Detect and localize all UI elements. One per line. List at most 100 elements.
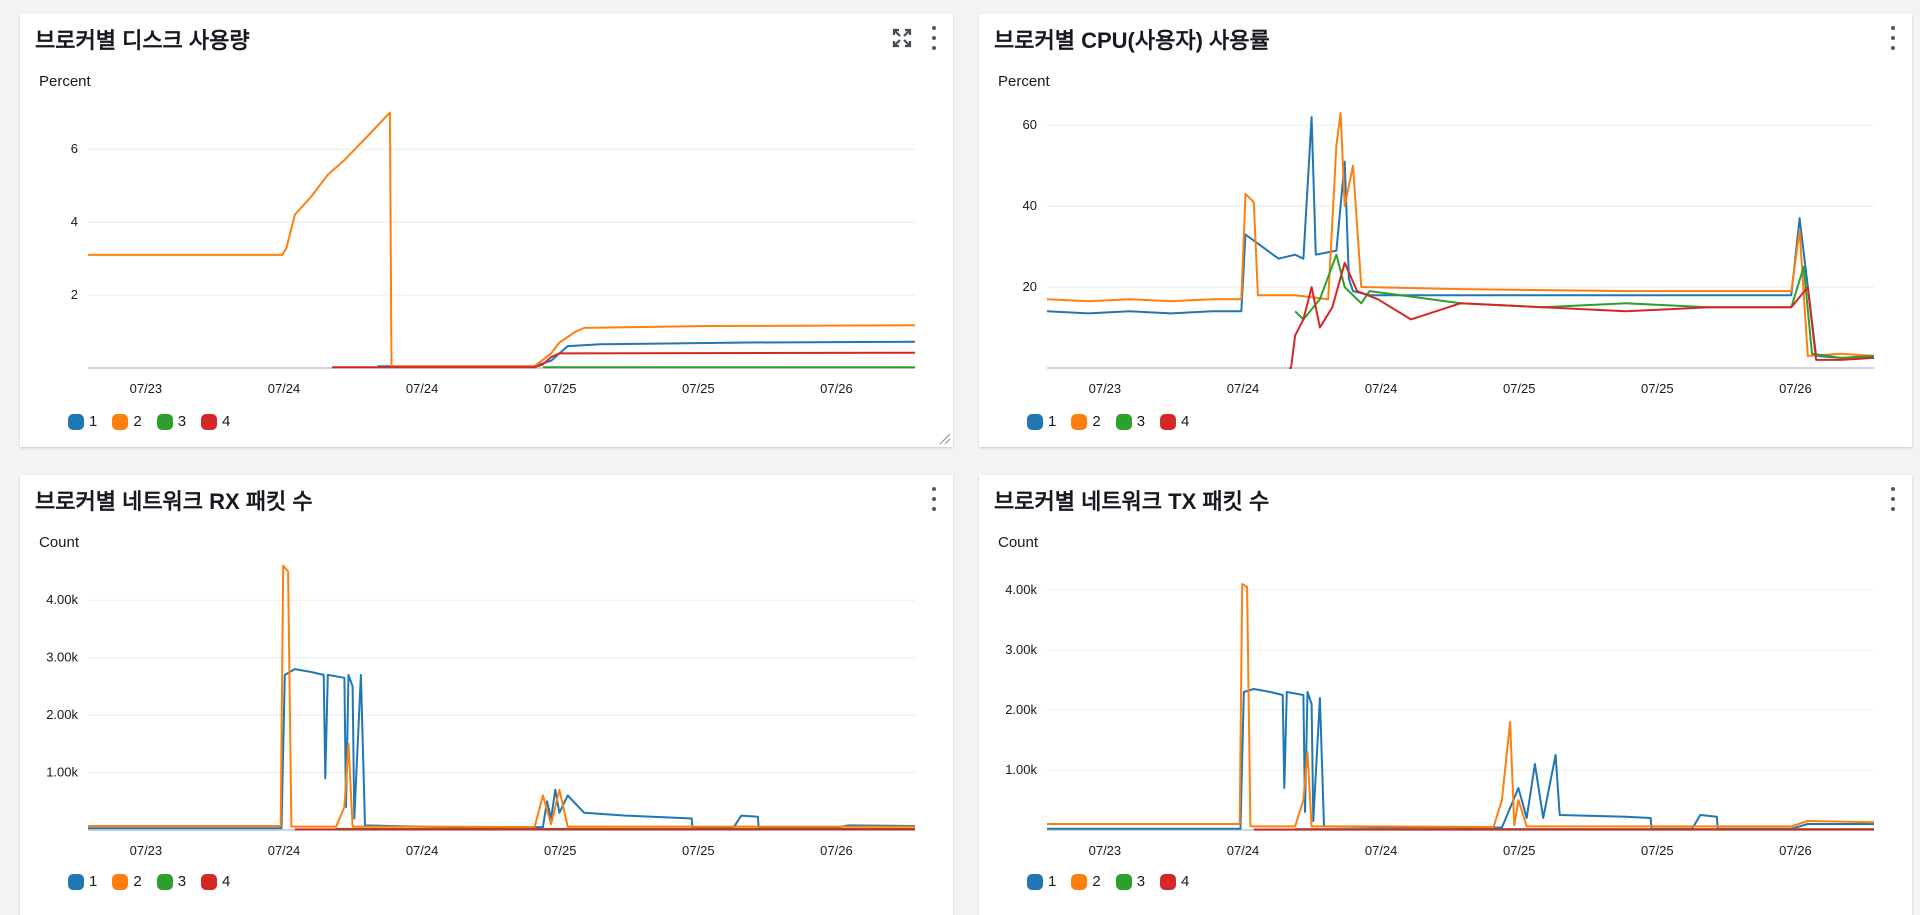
- x-tick-label: 07/23: [1089, 381, 1122, 396]
- y-tick-label: 2: [71, 287, 78, 302]
- legend-item-3[interactable]: 3: [156, 413, 186, 430]
- x-tick-label: 07/24: [1365, 381, 1398, 396]
- x-tick-label: 07/26: [1779, 381, 1812, 396]
- x-tick-label: 07/24: [1227, 843, 1260, 858]
- series-line-1: [1047, 688, 1874, 830]
- legend-swatch: [201, 413, 218, 430]
- legend-item-3[interactable]: 3: [1115, 413, 1145, 430]
- y-axis-label: Count: [39, 534, 80, 551]
- y-axis-label: Percent: [998, 73, 1050, 90]
- x-tick-label: 07/26: [820, 381, 853, 396]
- more-options-icon[interactable]: [1886, 26, 1900, 50]
- x-tick-label: 07/24: [406, 381, 439, 396]
- x-tick-label: 07/24: [268, 843, 301, 858]
- legend-item-2[interactable]: 2: [1071, 873, 1101, 890]
- x-tick-label: 07/24: [268, 381, 301, 396]
- x-tick-label: 07/25: [682, 381, 715, 396]
- line-chart-cpu-usage: 20 40 60 07/23 07/24 07/24 07/25 07/25 07/26: [1023, 112, 1875, 396]
- x-tick-label: 07/25: [1503, 381, 1536, 396]
- legend-item-4[interactable]: 4: [201, 873, 230, 890]
- legend-item-3[interactable]: 3: [1115, 873, 1145, 890]
- legend-swatch: [1160, 413, 1177, 430]
- x-tick-label: 07/25: [1503, 843, 1536, 858]
- legend-swatch: [1071, 873, 1088, 890]
- panel-cpu-usage: 브로커별 CPU(사용자) 사용률 Percent 20 40 60 07/23 07/…: [979, 14, 1912, 447]
- legend-item-3[interactable]: 3: [156, 873, 186, 890]
- y-tick-label: 4.00k: [1005, 582, 1037, 597]
- panel-title: 브로커별 네트워크 RX 패킷 수: [35, 489, 313, 514]
- y-tick-label: 6: [71, 141, 78, 156]
- legend-item-1[interactable]: 1: [68, 873, 97, 890]
- legend-item-1[interactable]: 1: [1027, 873, 1056, 890]
- legend-item-2[interactable]: 2: [112, 413, 142, 430]
- y-tick-label: 2.00k: [46, 707, 78, 722]
- y-tick-label: 40: [1023, 198, 1037, 213]
- panel-disk-usage: 브로커별 디스크 사용량 Percent 2 4 6 07/23 07/24 07/24 0…: [20, 14, 953, 447]
- series-line-1: [88, 668, 916, 830]
- legend-swatch: [68, 873, 84, 890]
- x-tick-label: 07/25: [682, 843, 715, 858]
- legend-item-2[interactable]: 2: [1071, 413, 1101, 430]
- legend-swatch: [156, 413, 173, 430]
- x-tick-label: 07/24: [406, 843, 439, 858]
- panel-title: 브로커별 CPU(사용자) 사용률: [994, 28, 1270, 53]
- x-tick-label: 07/25: [544, 843, 577, 858]
- x-tick-label: 07/25: [544, 381, 577, 396]
- more-options-icon[interactable]: [927, 26, 941, 50]
- legend-item-1[interactable]: 1: [68, 413, 97, 430]
- y-tick-label: 2.00k: [1005, 702, 1037, 717]
- legend-swatch: [156, 873, 173, 890]
- y-tick-label: 3.00k: [46, 650, 78, 665]
- more-options-icon[interactable]: [927, 487, 941, 511]
- line-chart-network-rx: 1.00k 2.00k 3.00k 4.00k 07/23 07/24 07/24 07/25…: [46, 564, 916, 858]
- legend: 1 2 3 4: [1027, 873, 1189, 890]
- y-axis-label: Count: [998, 534, 1039, 551]
- expand-icon[interactable]: [891, 27, 913, 49]
- legend-swatch: [201, 873, 218, 890]
- y-tick-label: 4.00k: [46, 592, 78, 607]
- x-tick-label: 07/23: [130, 381, 163, 396]
- resize-handle-icon[interactable]: [937, 431, 951, 445]
- legend: 1 2 3 4: [68, 413, 230, 430]
- x-tick-label: 07/25: [1641, 843, 1674, 858]
- y-tick-label: 60: [1023, 117, 1037, 132]
- y-tick-label: 1.00k: [46, 765, 78, 780]
- legend-swatch: [1071, 413, 1088, 430]
- legend-item-4[interactable]: 4: [1160, 413, 1189, 430]
- series-line-1: [1046, 116, 1874, 359]
- legend-item-4[interactable]: 4: [201, 413, 230, 430]
- y-tick-label: 1.00k: [1005, 762, 1037, 777]
- more-options-icon[interactable]: [1886, 487, 1900, 511]
- x-tick-label: 07/25: [1641, 381, 1674, 396]
- line-chart-network-tx: 1.00k 2.00k 3.00k 4.00k 07/23 07/24 07/24 07/25…: [1005, 582, 1875, 858]
- series-line-4: [1289, 261, 1875, 369]
- series-line-2: [88, 564, 915, 829]
- series-line-4: [332, 351, 916, 369]
- legend-swatch: [112, 413, 129, 430]
- legend-swatch: [1160, 873, 1177, 890]
- x-tick-label: 07/23: [1089, 843, 1122, 858]
- series-line-2: [1046, 112, 1875, 357]
- legend-swatch: [112, 873, 129, 890]
- legend-swatch: [1115, 873, 1132, 890]
- x-tick-label: 07/23: [130, 843, 163, 858]
- y-tick-label: 3.00k: [1005, 642, 1037, 657]
- legend-item-4[interactable]: 4: [1160, 873, 1189, 890]
- legend: 1 2 3 4: [1027, 413, 1189, 430]
- legend: 1 2 3 4: [68, 873, 230, 890]
- series-line-2: [88, 111, 916, 368]
- line-chart-disk-usage: 2 4 6 07/23 07/24 07/24 07/25 07/25 07/26: [71, 111, 916, 396]
- panel-title: 브로커별 네트워크 TX 패킷 수: [994, 489, 1270, 514]
- legend-item-2[interactable]: 2: [112, 873, 142, 890]
- legend-swatch: [1027, 413, 1043, 430]
- x-tick-label: 07/24: [1227, 381, 1260, 396]
- y-tick-label: 20: [1023, 279, 1037, 294]
- y-axis-label: Percent: [39, 73, 91, 90]
- panel-network-tx: 브로커별 네트워크 TX 패킷 수 Count 1.00k 2.00k 3.00k 4…: [979, 475, 1912, 915]
- x-tick-label: 07/26: [820, 843, 853, 858]
- panel-title: 브로커별 디스크 사용량: [35, 28, 250, 53]
- legend-item-1[interactable]: 1: [1027, 413, 1056, 430]
- x-tick-label: 07/24: [1365, 843, 1398, 858]
- panel-network-rx: 브로커별 네트워크 RX 패킷 수 Count 1.00k 2.00k 3.00k 4…: [20, 475, 953, 915]
- legend-swatch: [1027, 873, 1043, 890]
